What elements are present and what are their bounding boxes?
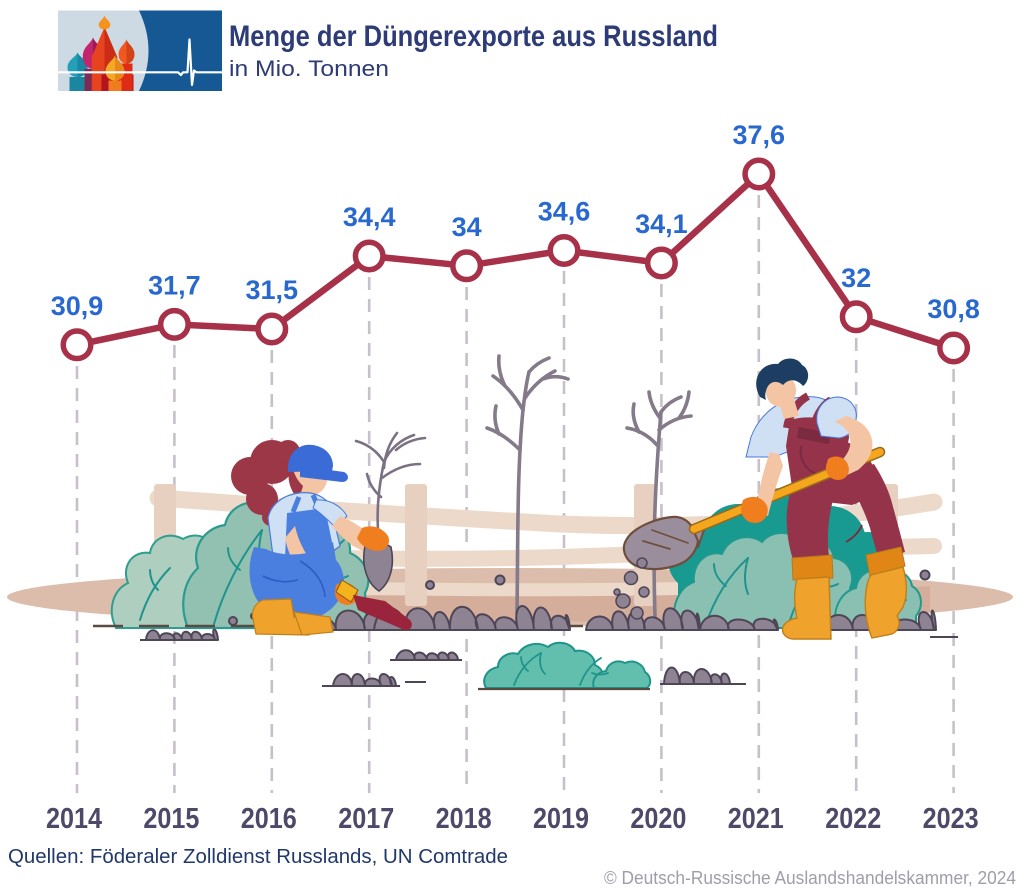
- svg-text:34: 34: [452, 212, 482, 242]
- svg-text:2022: 2022: [825, 803, 881, 835]
- svg-text:2023: 2023: [923, 803, 979, 835]
- svg-text:2014: 2014: [46, 803, 102, 835]
- svg-text:31,5: 31,5: [246, 275, 299, 305]
- svg-text:2019: 2019: [533, 803, 589, 835]
- svg-text:30,8: 30,8: [927, 294, 980, 324]
- svg-text:Quellen: Föderaler Zolldienst: Quellen: Föderaler Zolldienst Russlands,…: [8, 846, 508, 868]
- svg-text:© Deutsch-Russische Auslandsha: © Deutsch-Russische Auslandshandelskamme…: [604, 868, 1016, 888]
- svg-text:2017: 2017: [338, 803, 394, 835]
- svg-text:Menge der Düngerexporte aus Ru: Menge der Düngerexporte aus Russland: [229, 20, 718, 53]
- svg-text:34,4: 34,4: [343, 202, 396, 232]
- svg-text:2021: 2021: [728, 803, 784, 835]
- svg-text:2018: 2018: [436, 803, 492, 835]
- svg-text:2015: 2015: [143, 803, 199, 835]
- svg-text:34,1: 34,1: [635, 209, 688, 239]
- svg-text:37,6: 37,6: [733, 120, 786, 150]
- svg-text:in Mio. Tonnen: in Mio. Tonnen: [229, 56, 389, 81]
- svg-text:30,9: 30,9: [51, 291, 104, 321]
- svg-text:32: 32: [841, 263, 871, 293]
- svg-text:34,6: 34,6: [538, 197, 591, 227]
- svg-text:2016: 2016: [241, 803, 297, 835]
- svg-text:31,7: 31,7: [148, 270, 201, 300]
- svg-text:2020: 2020: [630, 803, 686, 835]
